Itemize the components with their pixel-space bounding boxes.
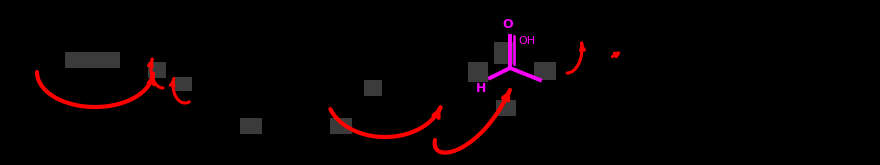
Text: H: H (475, 82, 486, 95)
Text: O: O (502, 18, 513, 31)
Bar (364, 80, 382, 96)
Bar (534, 62, 556, 80)
Bar (174, 77, 192, 91)
Bar (148, 62, 166, 78)
Bar (240, 118, 262, 134)
Bar (494, 42, 516, 64)
Bar (468, 62, 488, 82)
Bar (330, 118, 352, 134)
Bar (65, 52, 120, 68)
Text: OH: OH (518, 36, 535, 46)
Bar (496, 100, 516, 116)
